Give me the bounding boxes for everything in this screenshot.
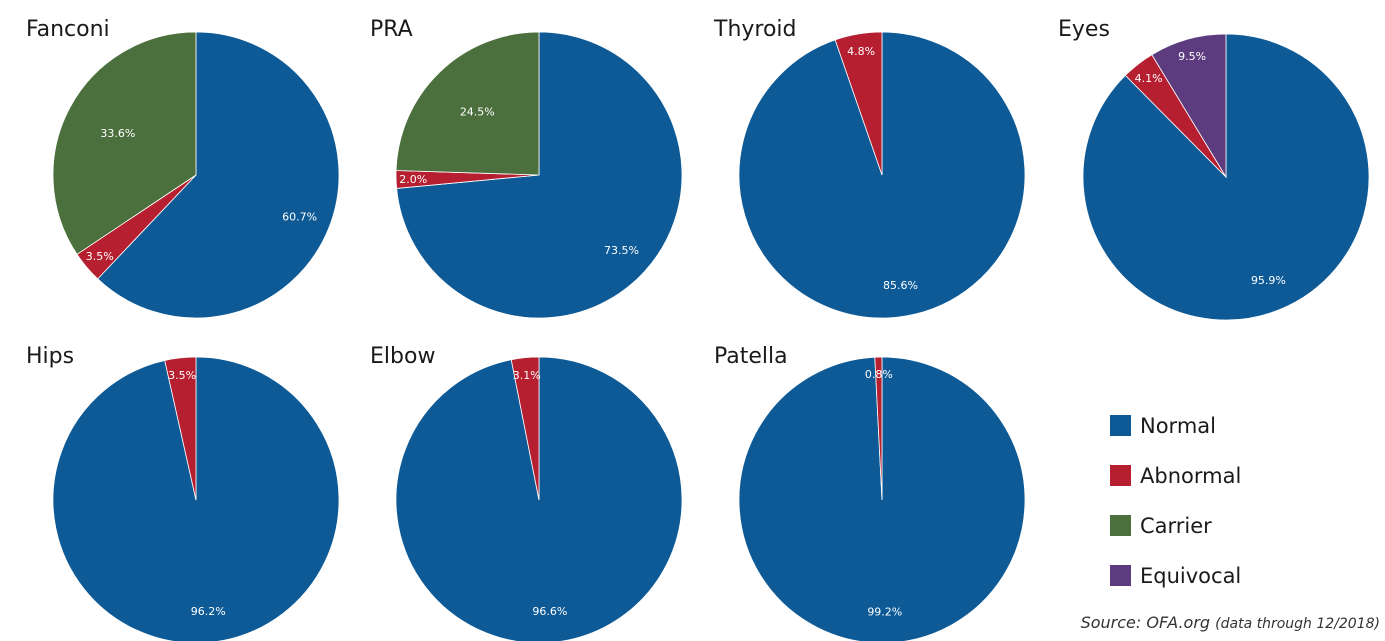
source-main: Source: OFA.org (1081, 613, 1211, 632)
pie-chart-eyes: Eyes 95.9% 4.1% 9.5% (1058, 17, 1370, 321)
source-detail: (data through 12/2018) (1215, 616, 1380, 632)
legend-swatch (1110, 415, 1131, 436)
slice-label-normal: 73.5% (604, 244, 639, 257)
pie-chart-patella: Patella 99.2% 0.8% (714, 344, 1026, 641)
pie-slice-carrier (52, 31, 197, 255)
pie-slice-equivocal (1151, 33, 1227, 179)
pie-slice-abnormal (164, 356, 197, 501)
legend-label: Normal (1140, 414, 1216, 438)
legend-label: Equivocal (1140, 564, 1241, 588)
legend-item-equivocal: Equivocal (1110, 564, 1241, 588)
slice-label-carrier: 33.6% (100, 127, 135, 140)
pie-chart-elbow: Elbow 96.6% 3.1% (370, 344, 683, 641)
pie-slice-normal (395, 356, 683, 641)
chart-title: Fanconi (26, 17, 110, 42)
pie-slice-abnormal (834, 31, 883, 176)
legend-label: Carrier (1140, 514, 1212, 538)
pie-slice-normal (97, 31, 340, 319)
legend-swatch (1110, 565, 1131, 586)
chart-title: Eyes (1058, 17, 1110, 42)
slice-label-carrier: 24.5% (460, 105, 495, 118)
legend-item-normal: Normal (1110, 414, 1216, 438)
slice-label-abnormal: 4.8% (847, 45, 875, 58)
pie-chart-thyroid: Thyroid 85.6% 4.8% (713, 17, 1026, 319)
slice-label-normal: 85.6% (883, 279, 918, 292)
source-note: Source: OFA.org (data through 12/2018) (1081, 613, 1380, 632)
pie-slice-normal (52, 356, 340, 641)
pie-slice-abnormal (510, 356, 540, 501)
pie-slice-normal (738, 356, 1026, 641)
chart-title: PRA (370, 17, 413, 42)
slice-label-abnormal: 4.1% (1135, 72, 1163, 85)
slice-label-normal: 96.6% (532, 605, 567, 618)
slice-label-equivocal: 9.5% (1178, 50, 1206, 63)
slice-label-normal: 99.2% (867, 606, 902, 619)
slice-label-abnormal: 2.0% (399, 173, 427, 186)
slice-label-normal: 96.2% (191, 605, 226, 618)
pie-chart-fanconi: Fanconi 60.7% 3.5% 33.6% (26, 17, 340, 319)
slice-label-abnormal: 3.1% (513, 369, 541, 382)
legend: Normal Abnormal Carrier Equivocal (1110, 414, 1241, 588)
chart-title: Patella (714, 344, 788, 369)
pie-slice-abnormal (874, 356, 883, 501)
pie-chart-hips: Hips 96.2% 3.5% (26, 344, 340, 641)
slice-label-normal: 95.9% (1251, 274, 1286, 287)
slice-label-abnormal: 3.5% (86, 250, 114, 263)
legend-label: Abnormal (1140, 464, 1241, 488)
legend-item-abnormal: Abnormal (1110, 464, 1241, 488)
chart-title: Hips (26, 344, 74, 369)
legend-item-carrier: Carrier (1110, 514, 1212, 538)
slice-label-normal: 60.7% (282, 210, 317, 223)
pie-chart-pra: PRA 73.5% 2.0% 24.5% (370, 17, 683, 319)
slice-label-abnormal: 0.8% (865, 368, 893, 381)
legend-swatch (1110, 515, 1131, 536)
legend-swatch (1110, 465, 1131, 486)
slice-label-abnormal: 3.5% (168, 369, 196, 382)
pie-slice-carrier (395, 31, 540, 176)
chart-title: Elbow (370, 344, 435, 369)
chart-title: Thyroid (713, 17, 797, 42)
